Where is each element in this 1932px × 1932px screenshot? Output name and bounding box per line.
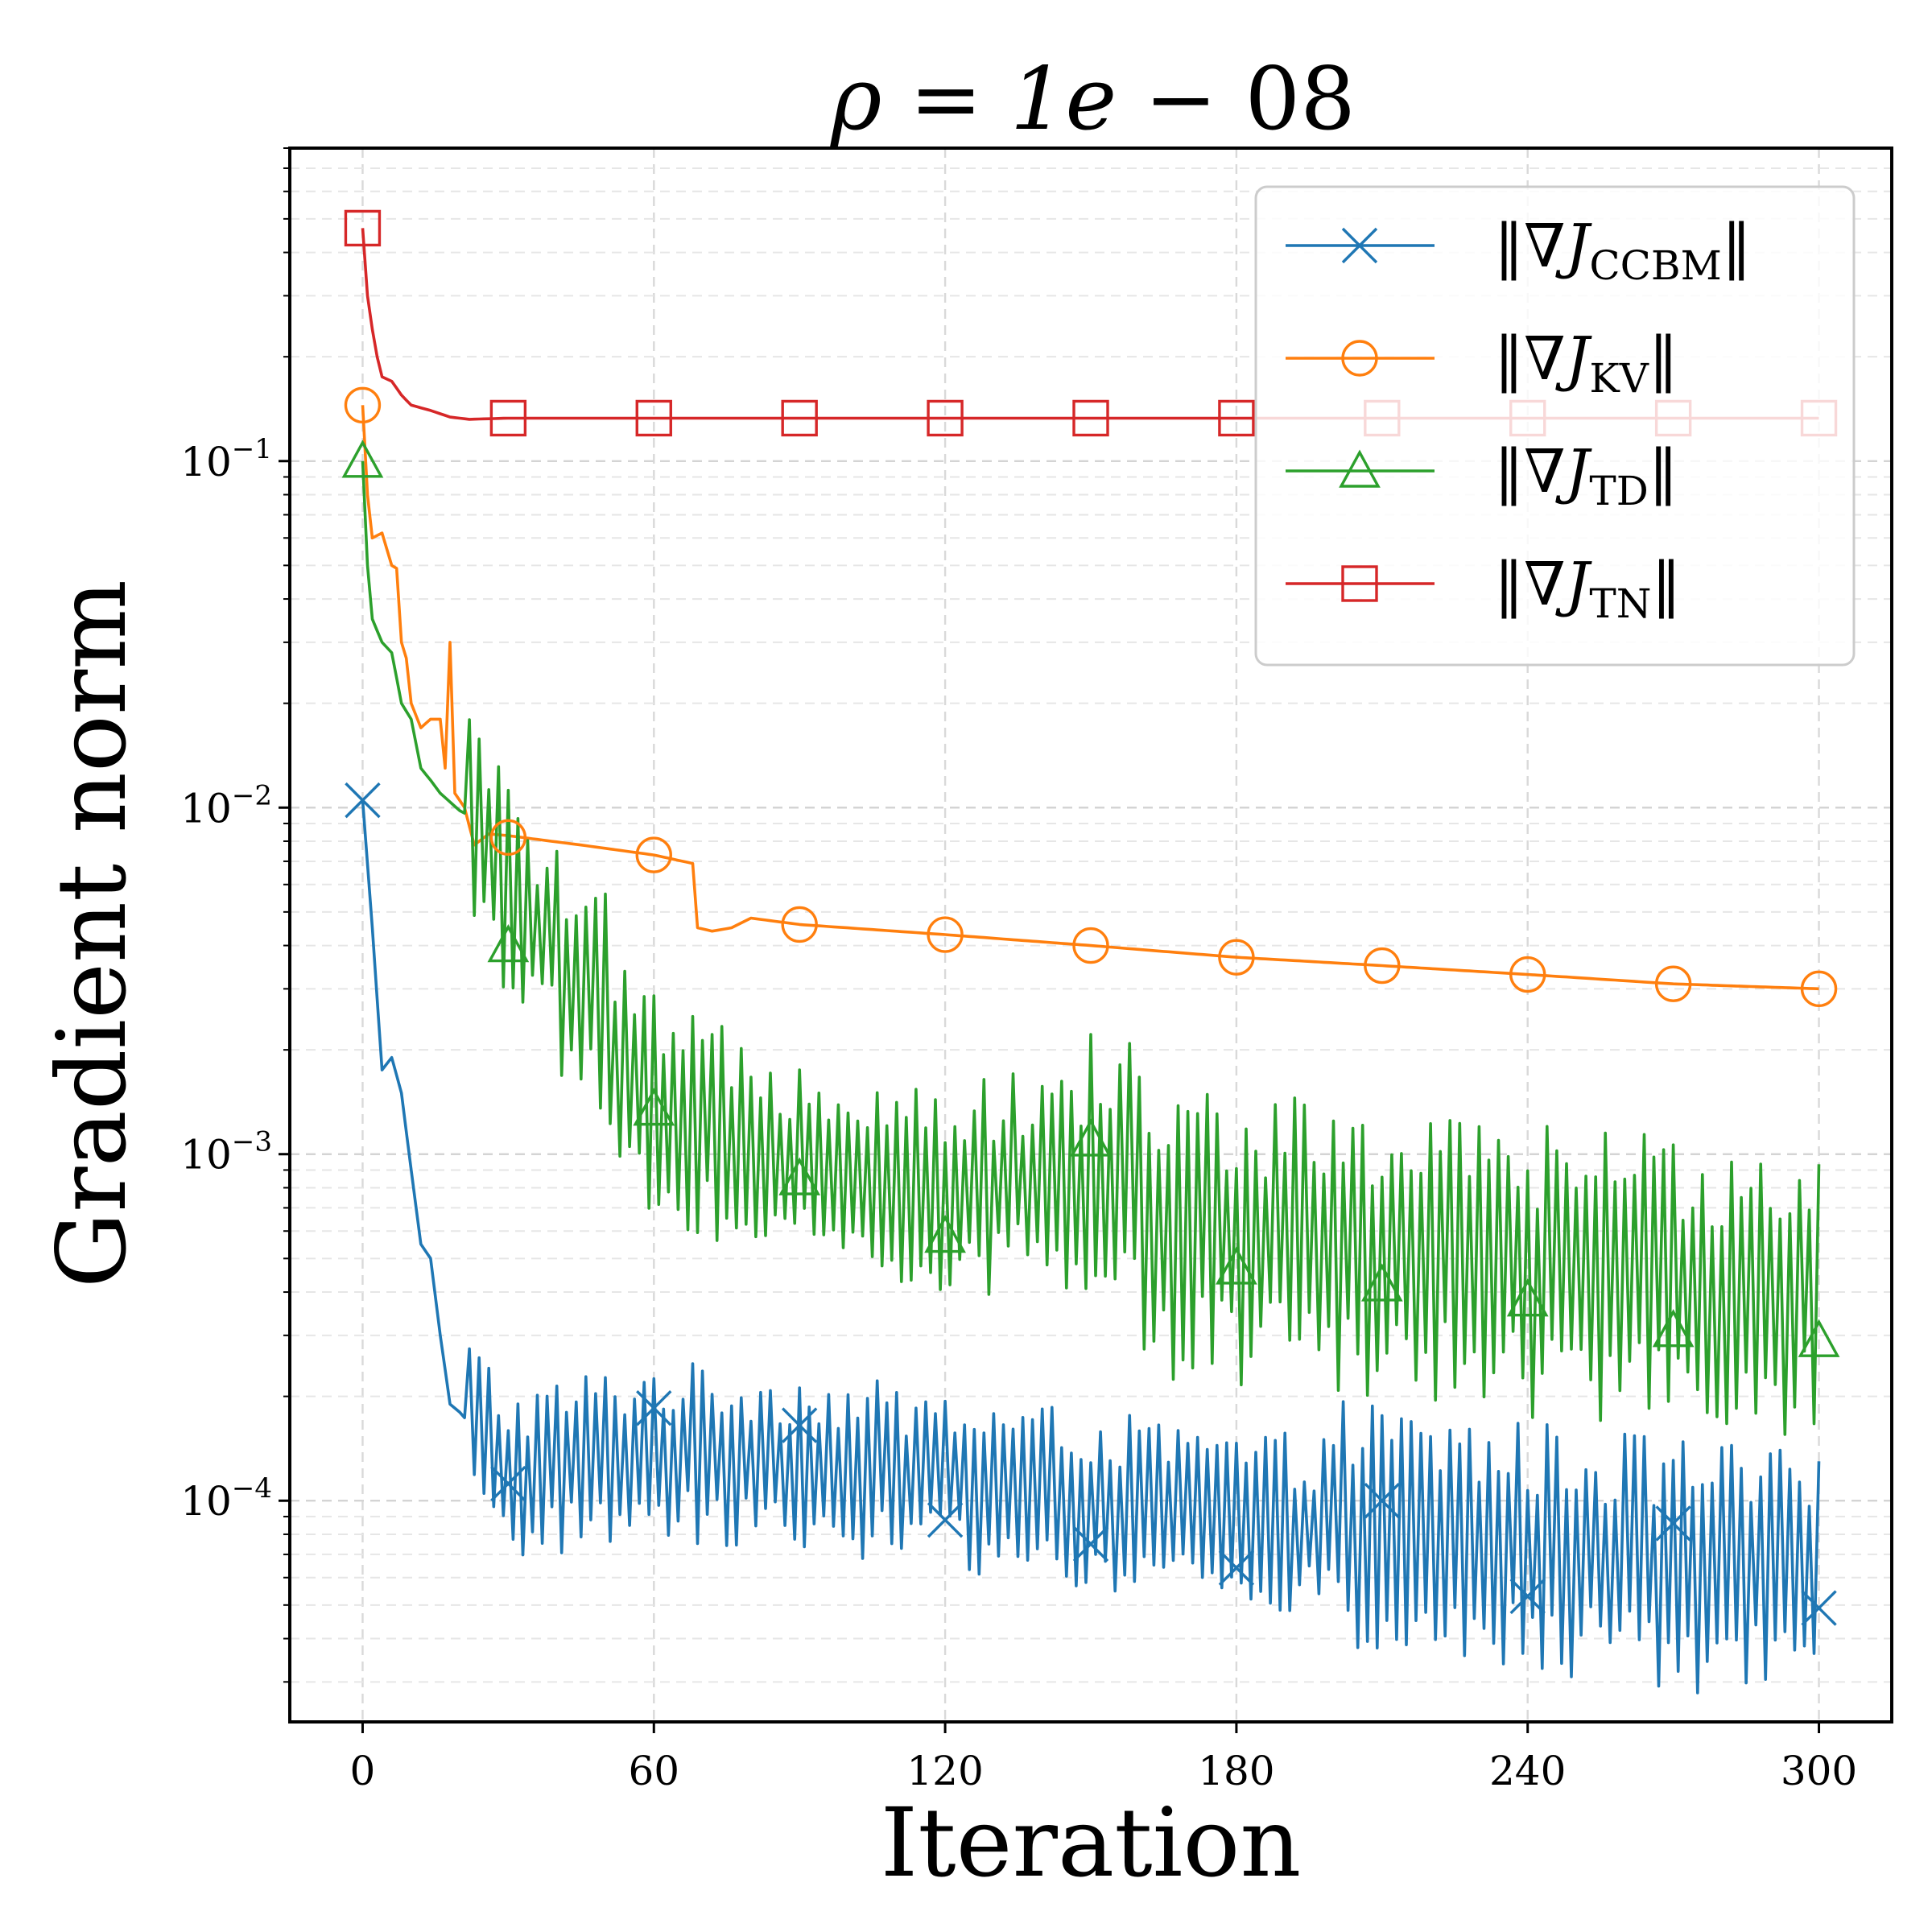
series-marker-tn bbox=[1218, 399, 1255, 437]
series-marker-kv bbox=[1218, 939, 1255, 976]
series-marker-ccbm bbox=[345, 782, 381, 819]
legend-marker-tn bbox=[1341, 565, 1378, 602]
series-marker-kv bbox=[1800, 970, 1838, 1008]
x-tick-label: 0 bbox=[350, 1748, 376, 1794]
series-marker-ccbm bbox=[781, 1407, 818, 1443]
series-marker-td bbox=[1652, 1309, 1695, 1348]
series-marker-kv bbox=[489, 819, 527, 857]
x-tick-label: 300 bbox=[1781, 1748, 1857, 1794]
legend: ‖∇JCCBM‖ ‖∇JKV‖ ‖∇JTD‖ ‖∇JTN‖ bbox=[1254, 185, 1856, 667]
legend-label-kv: ‖∇JKV‖ bbox=[1494, 324, 1678, 402]
legend-label-td: ‖∇JTD‖ bbox=[1494, 437, 1678, 514]
axis-tick-labels: 0 60 120 180 240 300 10−4 10−3 10−2 10−1 bbox=[180, 433, 1857, 1794]
series-marker-tn bbox=[927, 399, 964, 437]
series-marker-kv bbox=[1364, 947, 1401, 985]
series-line-kv bbox=[361, 405, 1819, 991]
series-marker-td bbox=[1070, 1118, 1112, 1157]
legend-frame bbox=[1254, 185, 1856, 667]
series-marker-td bbox=[341, 440, 384, 478]
x-tick-label: 180 bbox=[1198, 1748, 1274, 1794]
x-tick-label: 240 bbox=[1489, 1748, 1566, 1794]
series-marker-ccbm bbox=[636, 1390, 672, 1426]
series-marker-kv bbox=[781, 906, 818, 943]
series-marker-td bbox=[1216, 1246, 1257, 1285]
series-marker-ccbm bbox=[1364, 1483, 1401, 1519]
y-tick-label: 10−4 bbox=[180, 1472, 272, 1525]
y-tick-label: 10−2 bbox=[180, 779, 272, 832]
series-marker-td bbox=[633, 1088, 675, 1126]
series-lines bbox=[361, 228, 1821, 1695]
series-marker-kv bbox=[1072, 927, 1109, 964]
series-marker-td bbox=[1798, 1319, 1840, 1357]
series-marker-ccbm bbox=[1655, 1505, 1691, 1542]
series-marker-kv bbox=[344, 386, 382, 424]
series-marker-td bbox=[924, 1215, 966, 1253]
series-marker-tn bbox=[1072, 399, 1109, 437]
legend-label-ccbm: ‖∇JCCBM‖ bbox=[1494, 212, 1752, 289]
series-marker-kv bbox=[1654, 965, 1692, 1002]
series-marker-tn bbox=[344, 209, 382, 247]
x-tick-label: 120 bbox=[906, 1748, 983, 1794]
legend-label-tn: ‖∇JTN‖ bbox=[1494, 550, 1681, 627]
legend-marker-td bbox=[1339, 449, 1381, 488]
series-marker-ccbm bbox=[1072, 1525, 1109, 1563]
chart-title: ρ = 1e − 08 bbox=[830, 49, 1356, 150]
plot-frame bbox=[288, 147, 1893, 1724]
series-marker-td bbox=[1506, 1278, 1549, 1317]
series-marker-td bbox=[1360, 1263, 1403, 1302]
series-marker-kv bbox=[1509, 956, 1546, 993]
series-line-ccbm bbox=[361, 799, 1821, 1695]
series-marker-kv bbox=[927, 916, 964, 953]
x-tick-label: 60 bbox=[628, 1748, 679, 1794]
series-marker-tn bbox=[635, 399, 672, 437]
series-marker-ccbm bbox=[1509, 1578, 1546, 1615]
series-marker-ccbm bbox=[1218, 1550, 1255, 1586]
series-marker-td bbox=[778, 1157, 821, 1195]
axis-ticks bbox=[279, 460, 1821, 1733]
series-marker-tn bbox=[781, 399, 818, 437]
series-line-td bbox=[361, 460, 1821, 1436]
legend-marker-kv bbox=[1341, 340, 1378, 377]
series-marker-tn bbox=[489, 399, 527, 437]
x-axis-label: Iteration bbox=[881, 1787, 1302, 1898]
legend-marker-ccbm bbox=[1341, 227, 1378, 264]
series-marker-ccbm bbox=[927, 1501, 964, 1538]
series-marker-ccbm bbox=[1801, 1590, 1837, 1626]
y-tick-label: 10−1 bbox=[180, 433, 272, 485]
series-marker-td bbox=[487, 924, 530, 963]
y-axis-label: Gradient norm bbox=[36, 580, 147, 1288]
y-tick-label: 10−3 bbox=[180, 1126, 272, 1179]
series-marker-ccbm bbox=[490, 1465, 526, 1502]
series-marker-kv bbox=[635, 836, 672, 873]
